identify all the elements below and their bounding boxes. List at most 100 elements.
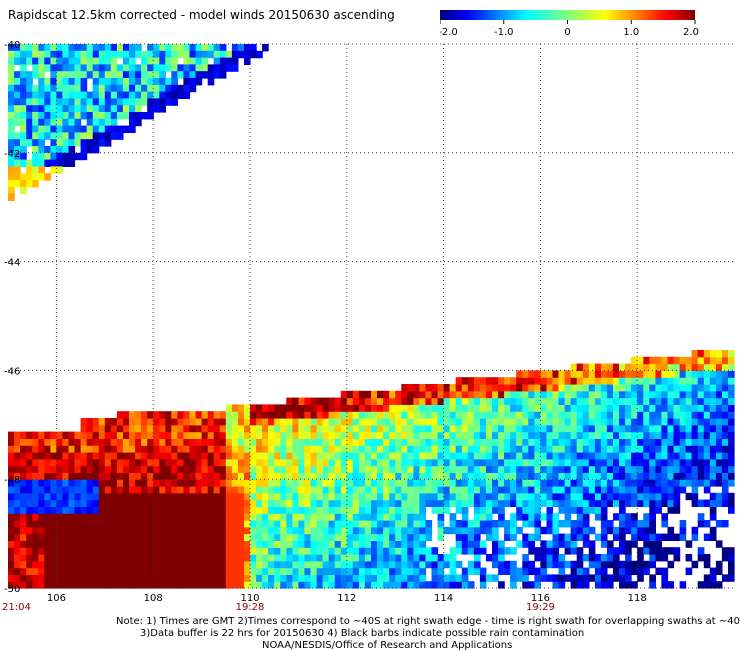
wind-cell (582, 438, 590, 446)
wind-cell (231, 44, 239, 52)
wind-cell (219, 560, 227, 569)
wind-cell (225, 560, 233, 569)
wind-cell (225, 492, 233, 501)
wind-cell (709, 506, 717, 514)
wind-cell (225, 513, 233, 521)
wind-cell (250, 486, 257, 494)
wind-cell (274, 418, 281, 426)
wind-cell (371, 513, 378, 521)
wind-cell (600, 418, 608, 426)
wind-cell (20, 526, 27, 535)
wind-cell (256, 438, 263, 446)
wind-cell (600, 397, 608, 405)
wind-cell (104, 526, 112, 535)
wind-cell (153, 445, 160, 453)
wind-cell (413, 445, 420, 453)
wind-cell (14, 44, 21, 52)
wind-cell (401, 533, 408, 541)
wind-cell (110, 431, 118, 439)
wind-cell (141, 479, 148, 487)
wind-cell (92, 424, 100, 433)
wind-cell (135, 91, 142, 99)
wind-cell (588, 377, 596, 385)
wind-cell (268, 445, 275, 453)
wind-cell (250, 547, 257, 555)
wind-cell (286, 560, 293, 569)
wind-cell (50, 78, 57, 86)
wind-cell (728, 370, 735, 378)
wind-cell (401, 418, 408, 426)
wind-cell (407, 431, 414, 439)
wind-cell (473, 479, 481, 487)
wind-cell (32, 472, 39, 480)
wind-cell (431, 390, 439, 399)
wind-cell (643, 458, 650, 467)
wind-cell (50, 452, 57, 460)
wind-cell (74, 540, 82, 548)
wind-cell (171, 71, 178, 79)
wind-cell (588, 506, 596, 514)
wind-cell (292, 472, 300, 480)
wind-cell (655, 356, 662, 365)
wind-cell (558, 472, 566, 480)
wind-cell (256, 458, 263, 467)
wind-cell (141, 533, 148, 541)
wind-cell (492, 465, 499, 473)
wind-cell (673, 458, 681, 467)
wind-cell (582, 390, 590, 399)
wind-cell (625, 554, 632, 562)
wind-cell (473, 533, 481, 541)
wind-cell (504, 533, 511, 541)
wind-cell (44, 105, 51, 113)
wind-cell (582, 581, 590, 589)
wind-cell (673, 472, 681, 480)
wind-cell (564, 574, 572, 582)
wind-cell (310, 397, 318, 405)
wind-cell (207, 465, 215, 473)
wind-cell (32, 465, 39, 473)
wind-cell (56, 574, 63, 582)
wind-cell (625, 479, 632, 487)
wind-cell (655, 472, 662, 480)
wind-cell (570, 363, 578, 371)
wind-cell (183, 526, 191, 535)
wind-cell (237, 458, 245, 467)
wind-cell (141, 84, 148, 93)
wind-cell (38, 499, 45, 507)
wind-cell (570, 581, 578, 589)
wind-cell (44, 479, 51, 487)
wind-cell (377, 458, 384, 467)
wind-cell (443, 390, 451, 399)
wind-cell (298, 418, 305, 426)
wind-cell (522, 560, 529, 569)
wind-cell (20, 105, 27, 113)
wind-cell (371, 424, 378, 433)
wind-cell (377, 506, 384, 514)
wind-cell (582, 520, 590, 528)
wind-cell (467, 560, 475, 569)
wind-cell (576, 479, 584, 487)
wind-cell (407, 384, 414, 392)
wind-cell (310, 554, 318, 562)
wind-cell (26, 486, 33, 494)
wind-cell (274, 492, 281, 501)
wind-cell (68, 159, 76, 167)
wind-cell (213, 499, 221, 507)
wind-cell (473, 492, 481, 501)
wind-cell (165, 452, 172, 460)
wind-cell (401, 486, 408, 494)
wind-cell (159, 424, 166, 433)
wind-cell (461, 540, 469, 548)
wind-cell (431, 479, 439, 487)
wind-cell (159, 64, 166, 72)
wind-cell (274, 472, 281, 480)
wind-cell (467, 486, 475, 494)
wind-cell (534, 377, 541, 385)
wind-cell (631, 431, 638, 439)
wind-cell (552, 540, 560, 548)
wind-cell (691, 377, 699, 385)
wind-cell (298, 431, 305, 439)
wind-cell (443, 472, 451, 480)
wind-cell (98, 513, 106, 521)
wind-cell (492, 431, 499, 439)
